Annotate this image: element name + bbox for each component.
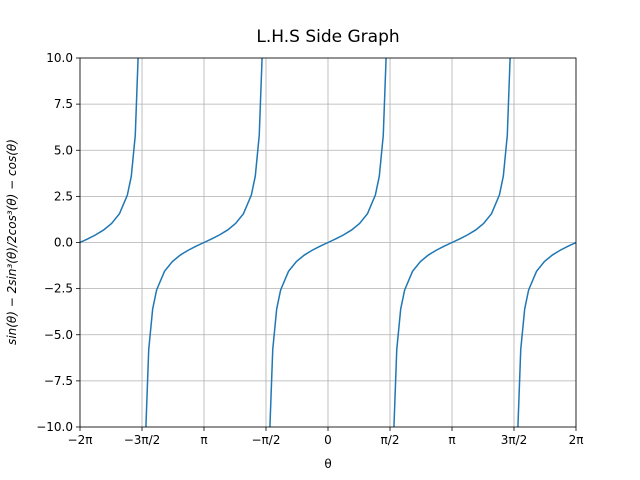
y-axis-label: sin(θ) − 2sin³(θ)/2cos³(θ) − cos(θ) <box>5 139 19 345</box>
y-tick-label: −7.5 <box>44 374 73 388</box>
x-tick-label: 0 <box>324 433 332 447</box>
y-tick-label: −5.0 <box>44 328 73 342</box>
x-tick-label: π <box>200 433 207 447</box>
x-tick-label: 3π/2 <box>501 433 528 447</box>
x-tick-label: −3π/2 <box>124 433 161 447</box>
x-tick-label: π <box>448 433 455 447</box>
x-tick-label: −2π <box>68 433 93 447</box>
line-series <box>80 58 576 427</box>
y-tick-label: 10.0 <box>46 51 73 65</box>
y-tick-label: 7.5 <box>54 97 73 111</box>
y-tick-label: 2.5 <box>54 189 73 203</box>
x-tick-label: π/2 <box>381 433 400 447</box>
y-tick-label: 5.0 <box>54 143 73 157</box>
y-tick-label: −2.5 <box>44 282 73 296</box>
y-tick-label: 0.0 <box>54 236 73 250</box>
x-tick-label: −π/2 <box>252 433 281 447</box>
chart-title: L.H.S Side Graph <box>256 27 399 47</box>
x-tick-label: 2π <box>569 433 584 447</box>
x-axis-label: θ <box>324 457 331 471</box>
y-tick-label: −10.0 <box>36 420 73 434</box>
